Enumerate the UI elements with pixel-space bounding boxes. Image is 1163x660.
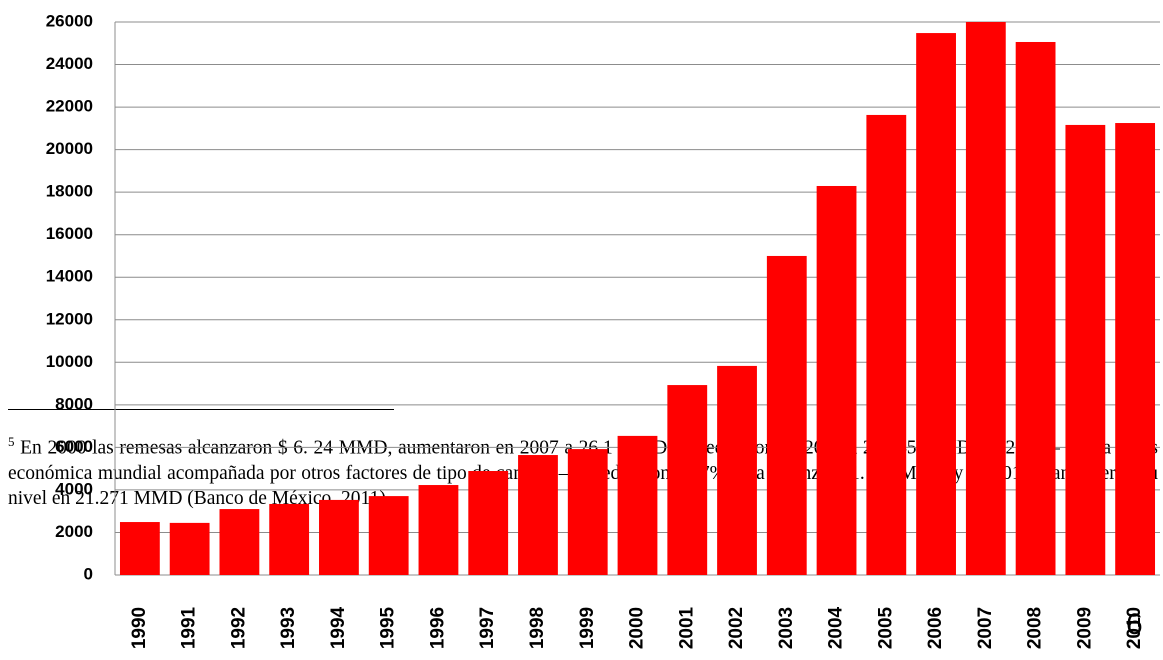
page-number: 6 [1126,608,1143,641]
y-tick-label: 12000 [46,309,93,328]
y-tick-label: 2000 [55,522,93,541]
y-tick-label: 4000 [55,479,93,498]
x-tick-label: 1993 [278,607,299,649]
bar [319,499,359,575]
x-tick-label: 2002 [726,607,747,649]
x-tick-label: 1996 [427,607,448,649]
y-tick-label: 26000 [46,11,93,30]
bar [667,385,708,575]
y-tick-label: 6000 [55,437,93,456]
bar [866,114,907,576]
x-tick-label: 2008 [1025,607,1046,649]
x-tick-label: 1999 [577,607,598,649]
y-tick-label: 22000 [46,97,93,116]
x-tick-label: 1995 [378,606,399,649]
x-tick-label: 2007 [975,607,996,649]
bar [418,485,459,575]
y-tick-label: 24000 [46,54,93,73]
footnote-rule [8,409,394,410]
x-tick-label: 2010 [1124,607,1145,649]
bar [1115,123,1156,576]
bar [916,33,956,576]
y-tick-label: 18000 [46,182,93,201]
x-tick-label: 2006 [925,607,946,649]
y-tick-label: 16000 [46,224,93,243]
y-tick-label: 20000 [46,139,93,158]
bar [119,522,160,575]
bar [766,255,807,575]
bar [169,522,210,575]
bar [965,22,1006,575]
x-tick-label: 2000 [627,607,648,649]
x-tick-label: 2003 [776,607,797,649]
x-tick-label: 2005 [875,606,896,649]
bar [717,365,757,575]
y-tick-label: 14000 [46,267,93,286]
x-tick-label: 1997 [477,607,498,649]
x-tick-label: 1990 [129,607,150,649]
x-tick-label: 2004 [826,606,847,649]
y-tick-label: 0 [84,564,93,583]
bar [816,185,857,575]
bar [468,470,509,575]
bar [1065,124,1106,575]
y-tick-label: 10000 [46,352,93,371]
x-tick-label: 1998 [527,607,548,649]
bar [518,455,558,575]
y-tick-label: 8000 [55,394,93,413]
x-tick-label: 1994 [328,606,349,649]
bar [368,496,409,575]
x-tick-label: 2001 [676,606,697,649]
bar [269,503,310,575]
bar [617,435,658,575]
x-tick-label: 1991 [179,606,200,649]
x-tick-label: 1992 [228,607,249,649]
footnote-marker: 5 [8,434,15,449]
bar [219,509,260,575]
bar [567,449,608,575]
bar [1015,41,1056,575]
x-tick-label: 2009 [1074,607,1095,649]
